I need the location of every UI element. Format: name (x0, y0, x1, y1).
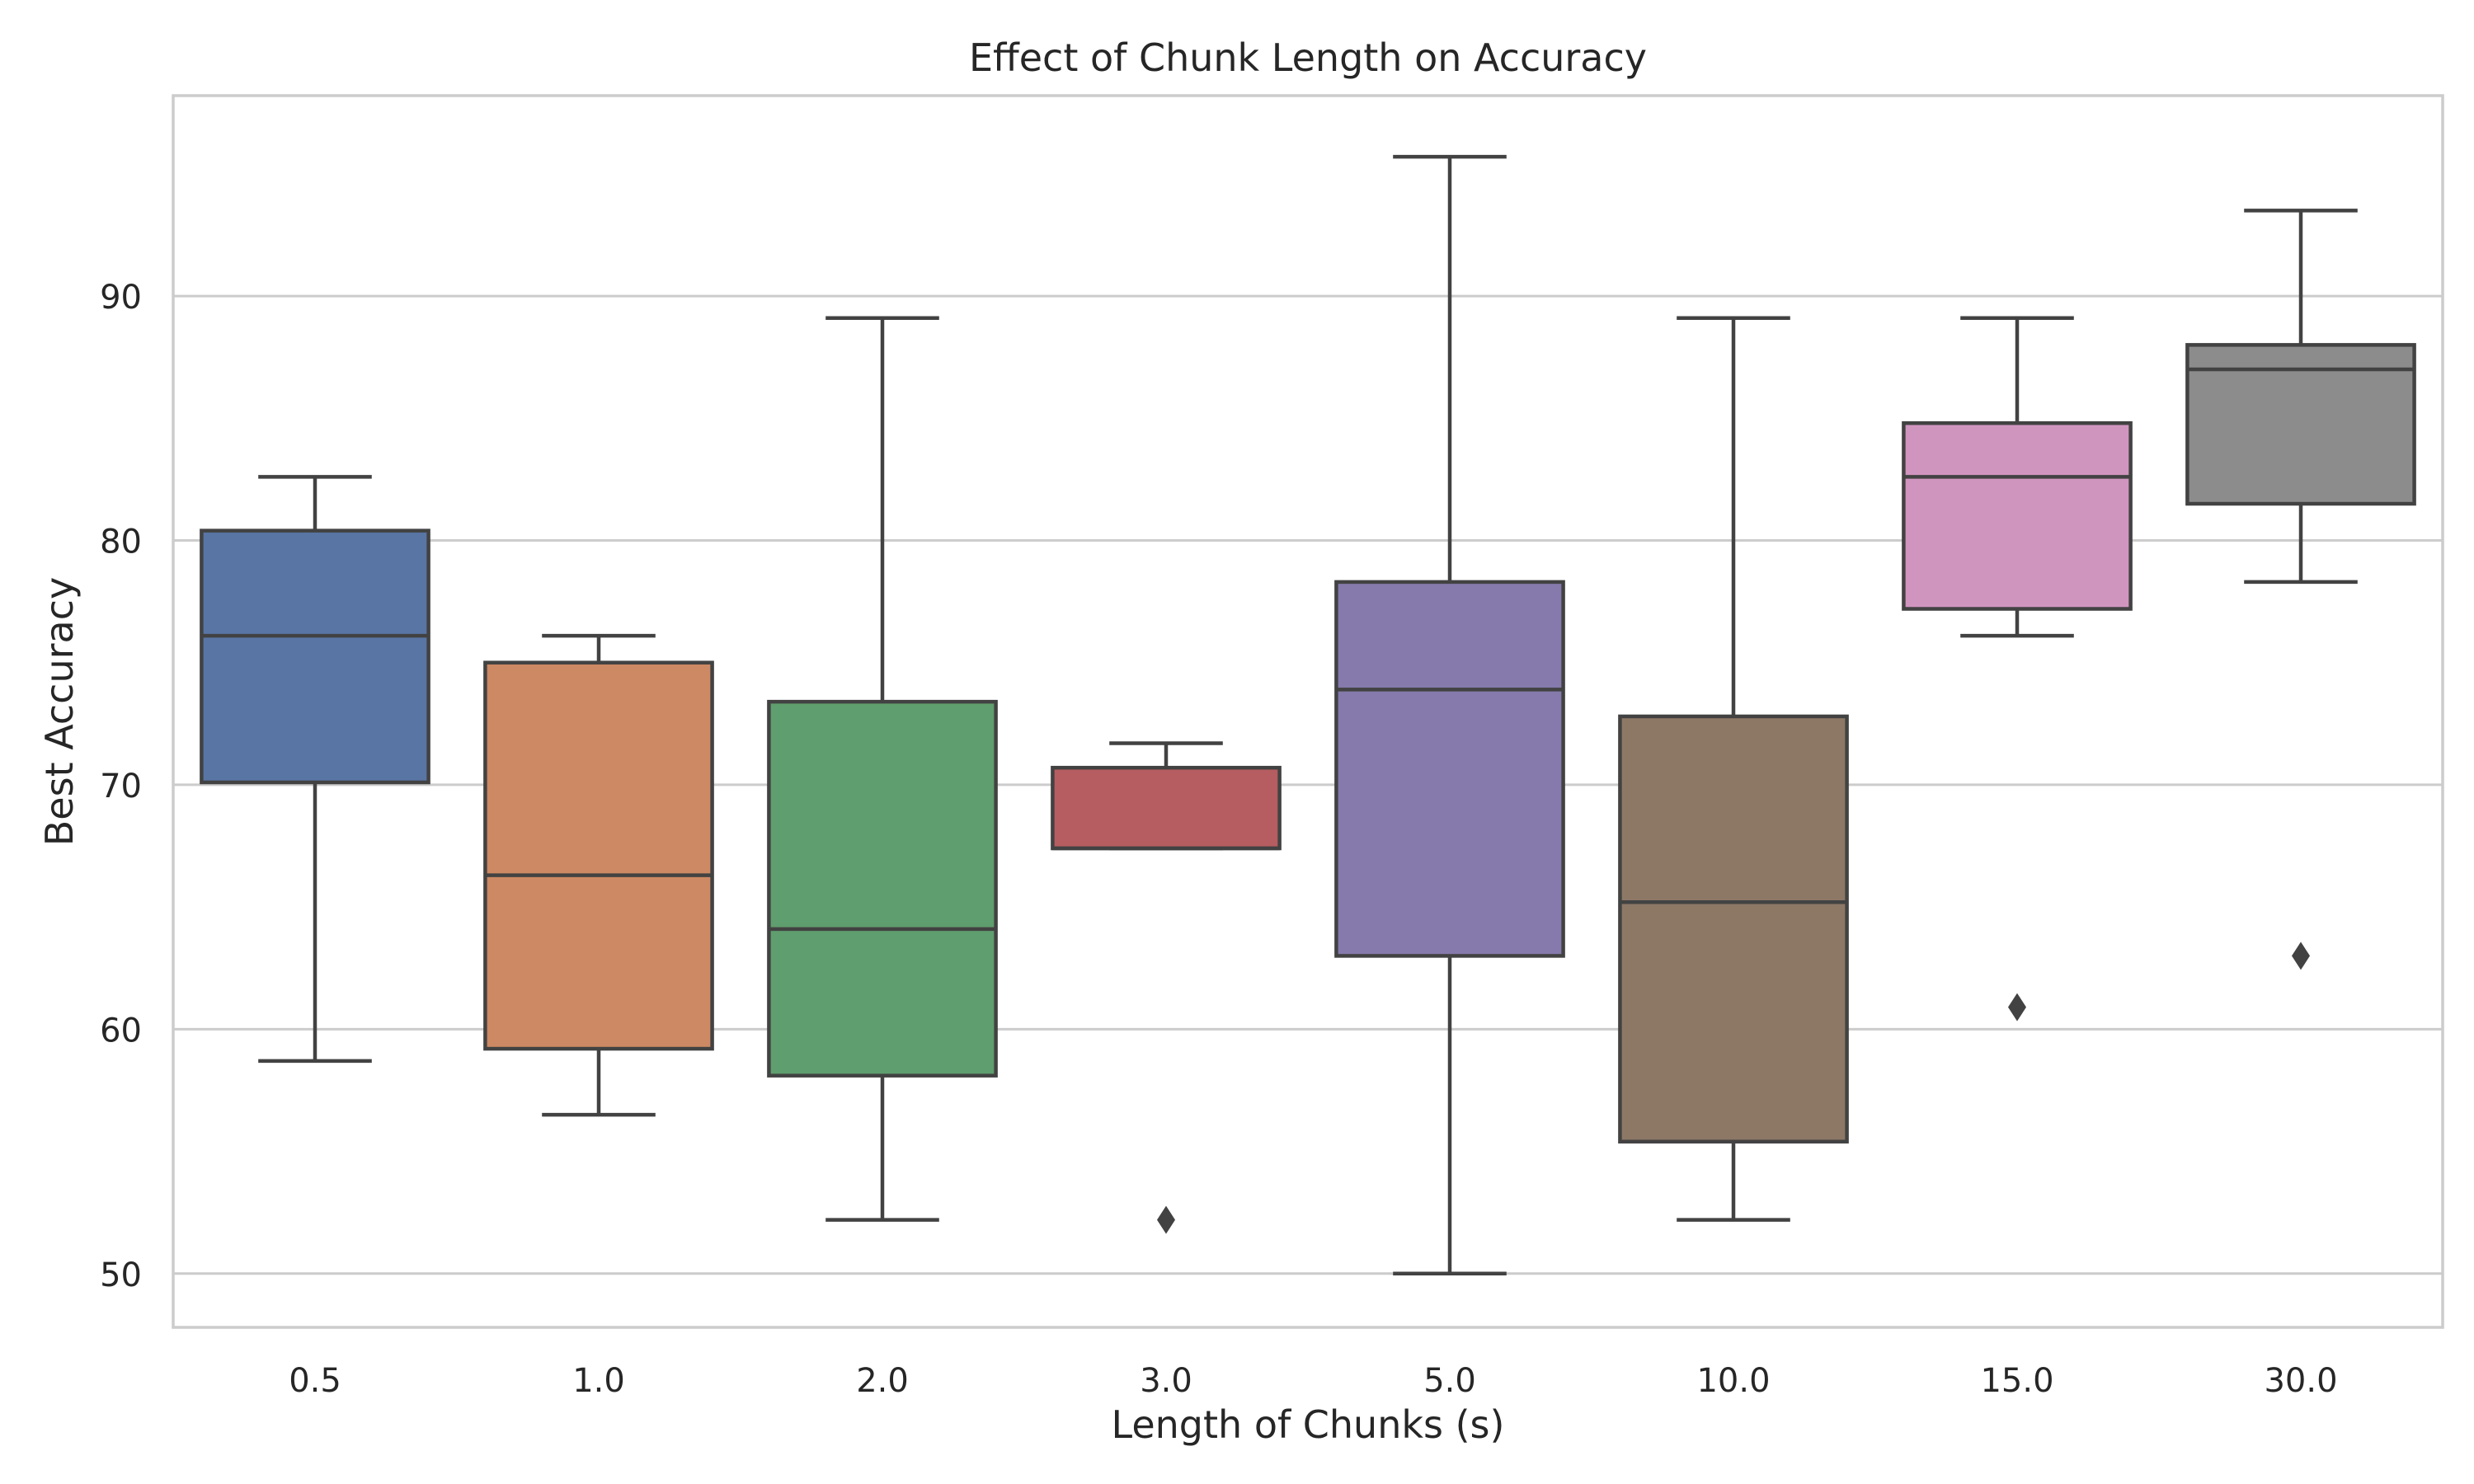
box-group (1051, 741, 1282, 1234)
tick-labels: 50 60 70 80 90 0.5 1.0 2.0 3.0 5.0 10.0 15.0 30.0 (100, 279, 2337, 1400)
box-body (1051, 765, 1282, 851)
y-tick-label: 80 (100, 524, 142, 561)
y-tick-label: 50 (100, 1256, 142, 1294)
x-tick-label: 3.0 (1140, 1362, 1192, 1400)
plot-frame (172, 94, 2444, 1329)
box-group (1902, 316, 2133, 1021)
box-body (767, 699, 998, 1078)
y-tick-label: 90 (100, 279, 142, 317)
x-tick-label: 2.0 (856, 1362, 909, 1400)
box-body (200, 528, 430, 785)
box-body (1902, 420, 2133, 611)
box-body (1334, 580, 1565, 958)
box-body (2185, 343, 2416, 506)
x-tick-label: 0.5 (289, 1362, 341, 1400)
box-group (1334, 154, 1565, 1276)
box-group (2185, 209, 2416, 970)
boxes (200, 154, 2416, 1276)
y-tick-label: 70 (100, 768, 142, 805)
outlier-point (1157, 1205, 1175, 1234)
x-tick-label: 10.0 (1696, 1362, 1770, 1400)
box-group (483, 633, 714, 1117)
x-tick-label: 5.0 (1423, 1362, 1476, 1400)
outlier-point (2008, 993, 2026, 1021)
box-group (200, 475, 430, 1064)
box-group (1618, 316, 1849, 1222)
x-tick-label: 1.0 (572, 1362, 625, 1400)
y-axis-label: Best Accuracy (37, 577, 82, 847)
x-axis-label: Length of Chunks (s) (1112, 1402, 1505, 1447)
box-body (1618, 714, 1849, 1144)
x-tick-label: 15.0 (1980, 1362, 2053, 1400)
y-tick-label: 60 (100, 1012, 142, 1050)
outlier-point (2292, 942, 2310, 970)
box-body (483, 660, 714, 1051)
chart-title: Effect of Chunk Length on Accuracy (969, 35, 1647, 80)
x-tick-label: 30.0 (2264, 1362, 2337, 1400)
box-group (767, 316, 998, 1222)
